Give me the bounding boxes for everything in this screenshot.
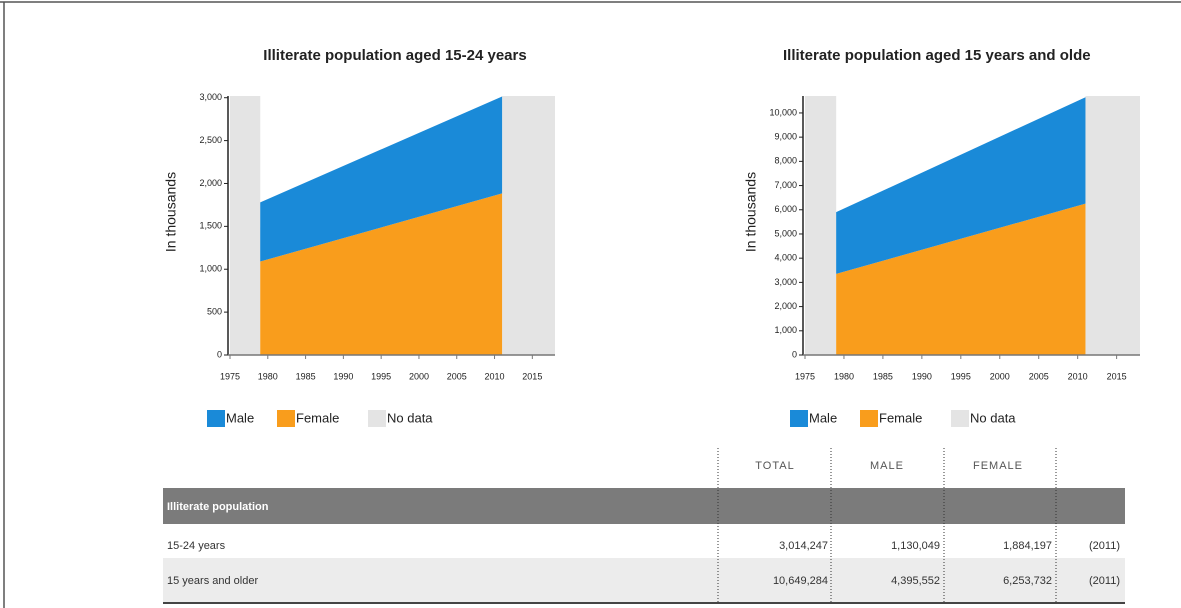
area [260, 96, 503, 262]
y-tick-label: 5,000 [774, 228, 797, 238]
row-label: 15 years and older [167, 575, 258, 587]
y-axis-label: In thousands [163, 172, 179, 252]
legend-label: No data [387, 410, 433, 425]
y-tick-label: 2,500 [199, 135, 222, 145]
legend-swatch [951, 410, 969, 427]
x-tick-label: 1975 [795, 371, 815, 381]
area [836, 97, 1086, 274]
y-tick-label: 8,000 [774, 156, 797, 166]
column-header: MALE [870, 460, 904, 472]
x-tick-label: 2005 [447, 371, 467, 381]
no-data-band [1085, 96, 1140, 355]
x-tick-label: 2010 [485, 371, 505, 381]
y-tick-label: 9,000 [774, 132, 797, 142]
y-tick-label: 7,000 [774, 180, 797, 190]
table-row [163, 558, 1125, 603]
x-tick-label: 2015 [522, 371, 542, 381]
x-tick-label: 1985 [296, 371, 316, 381]
y-tick-label: 500 [207, 306, 222, 316]
x-tick-label: 1980 [258, 371, 278, 381]
x-tick-label: 1995 [371, 371, 391, 381]
x-tick-label: 2005 [1029, 371, 1049, 381]
y-tick-label: 2,000 [774, 301, 797, 311]
legend-label: Male [226, 410, 254, 425]
x-tick-label: 2000 [409, 371, 429, 381]
y-tick-label: 0 [792, 349, 797, 359]
section-label: Illiterate population [167, 501, 269, 513]
no-data-band [230, 96, 261, 355]
legend-label: No data [970, 410, 1016, 425]
x-tick-label: 2000 [990, 371, 1010, 381]
y-tick-label: 6,000 [774, 204, 797, 214]
legend-label: Female [296, 410, 339, 425]
legend-swatch [207, 410, 225, 427]
y-tick-label: 4,000 [774, 253, 797, 263]
cell: 1,130,049 [891, 540, 940, 552]
section-row [163, 488, 1125, 524]
y-tick-label: 10,000 [769, 107, 797, 117]
legend-swatch [277, 410, 295, 427]
y-tick-label: 3,000 [199, 92, 222, 102]
x-tick-label: 2010 [1068, 371, 1088, 381]
legend-swatch [790, 410, 808, 427]
cell: 4,395,552 [891, 575, 940, 587]
no-data-band [502, 96, 555, 355]
area [836, 203, 1086, 355]
x-tick-label: 1975 [220, 371, 240, 381]
x-tick-label: 1990 [912, 371, 932, 381]
y-tick-label: 1,500 [199, 221, 222, 231]
y-tick-label: 1,000 [199, 264, 222, 274]
x-tick-label: 1985 [873, 371, 893, 381]
legend-swatch [368, 410, 386, 427]
x-tick-label: 1990 [333, 371, 353, 381]
table-row [163, 524, 1125, 558]
y-tick-label: 1,000 [774, 325, 797, 335]
area [260, 193, 503, 355]
no-data-band [805, 96, 837, 355]
chart-title: Illiterate population aged 15-24 years [263, 47, 526, 64]
y-axis-label: In thousands [743, 172, 759, 252]
cell: 1,884,197 [1003, 540, 1052, 552]
column-header: FEMALE [973, 460, 1023, 472]
x-tick-label: 2015 [1107, 371, 1127, 381]
cell: 10,649,284 [773, 575, 828, 587]
row-label: 15-24 years [167, 540, 226, 552]
column-header: TOTAL [755, 460, 794, 472]
y-tick-label: 3,000 [774, 277, 797, 287]
legend-label: Female [879, 410, 922, 425]
cell: 3,014,247 [779, 540, 828, 552]
cell: (2011) [1089, 575, 1120, 587]
y-tick-label: 2,000 [199, 178, 222, 188]
legend-swatch [860, 410, 878, 427]
y-tick-label: 0 [217, 349, 222, 359]
cell: (2011) [1089, 540, 1120, 552]
cell: 6,253,732 [1003, 575, 1052, 587]
legend-label: Male [809, 410, 837, 425]
x-tick-label: 1995 [951, 371, 971, 381]
x-tick-label: 1980 [834, 371, 854, 381]
chart-title: Illiterate population aged 15 years and … [783, 47, 1091, 64]
